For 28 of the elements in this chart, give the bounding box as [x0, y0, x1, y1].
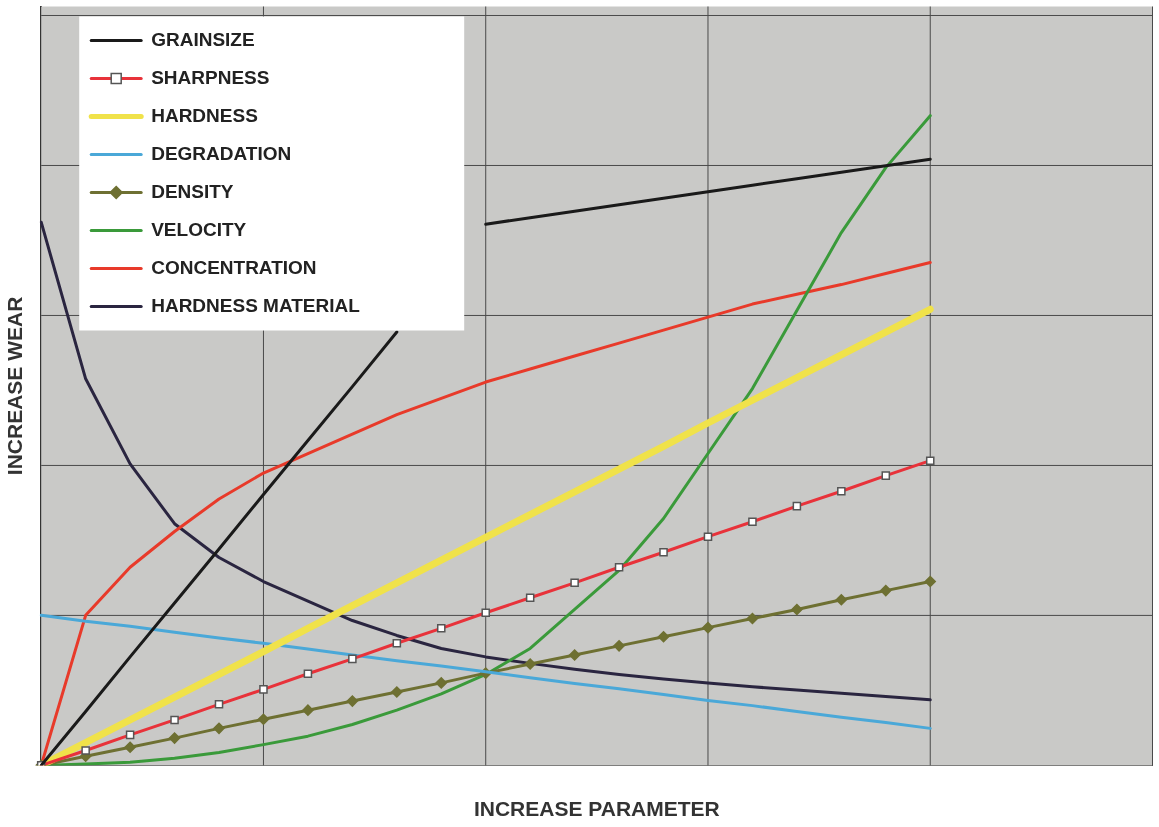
- legend-label: GRAINSIZE: [151, 28, 255, 50]
- point: [657, 631, 670, 643]
- point: [924, 575, 936, 588]
- legend-label: CONCENTRATION: [151, 256, 317, 278]
- point: [391, 686, 403, 698]
- legend-label: VELOCITY: [151, 218, 247, 240]
- point: [835, 593, 848, 606]
- point: [124, 741, 136, 753]
- point: [702, 621, 714, 634]
- legend-label: SHARPNESS: [151, 66, 270, 88]
- legend-label: HARDNESS: [151, 104, 258, 126]
- point: [346, 695, 359, 707]
- point: [613, 640, 625, 652]
- point: [302, 704, 314, 716]
- legend-label: DEGRADATION: [151, 142, 292, 164]
- point: [568, 649, 581, 661]
- point: [746, 612, 759, 625]
- legend-label: DENSITY: [151, 180, 234, 202]
- point: [213, 722, 225, 735]
- point: [257, 713, 270, 726]
- legend-label: HARDNESS MATERIAL: [151, 294, 361, 316]
- point: [435, 677, 448, 689]
- y-axis-title: INCREASE WEAR: [3, 296, 27, 476]
- x-axis-title: INCREASE PARAMETER: [473, 797, 720, 821]
- point: [168, 732, 181, 744]
- point: [880, 584, 892, 597]
- point: [791, 603, 803, 616]
- point: [524, 658, 536, 670]
